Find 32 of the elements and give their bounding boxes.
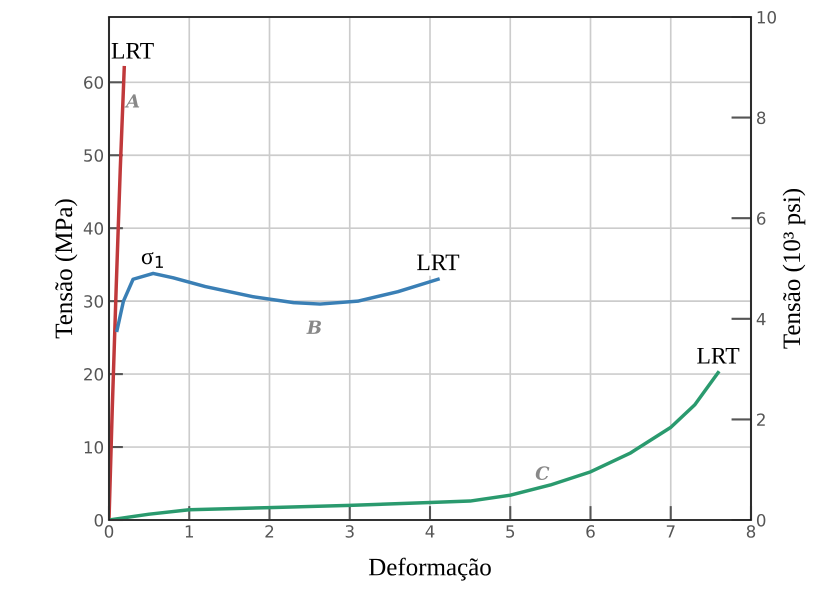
annotation: LRT <box>112 43 154 59</box>
y2-tick-label: 4 <box>756 312 766 326</box>
x-tick-label: 5 <box>506 525 514 538</box>
y-tick-label: 20 <box>84 368 104 381</box>
x-tick-label: 3 <box>346 525 354 538</box>
x-tick-label: 8 <box>746 525 756 538</box>
y-axis-title: Tensão (MPa) <box>54 199 78 338</box>
annotation: B <box>306 320 322 334</box>
x-tick-label: 4 <box>426 525 434 538</box>
annotation: C <box>536 466 550 480</box>
x-tick-label: 2 <box>265 525 274 538</box>
y2-tick-label: 2 <box>757 413 765 426</box>
y-tick-label: 60 <box>84 76 104 89</box>
y-tick-label: 10 <box>84 441 104 454</box>
x-tick-label: 6 <box>586 525 595 538</box>
y2-axis-title: Tensão (10³ psi) <box>782 188 806 349</box>
x-axis-title: Deformação <box>368 558 491 581</box>
y-tick-label: 40 <box>84 222 104 235</box>
y2-tick-label: 10 <box>758 10 776 24</box>
y2-tick-label: 0 <box>756 514 766 527</box>
annotation: LRT <box>417 254 460 270</box>
y2-tick-label: 6 <box>757 212 766 225</box>
y-tick-label: 30 <box>84 295 104 308</box>
x-tick-label: 0 <box>104 525 114 538</box>
x-tick-label: 1 <box>186 525 194 538</box>
annotation: A <box>124 94 140 108</box>
x-tick-label: 7 <box>666 525 675 538</box>
y-tick-label: 50 <box>84 149 104 162</box>
y-tick-label: 0 <box>94 514 104 527</box>
annotation: σ$_{1}$ <box>142 252 163 268</box>
annotation: LRT <box>697 348 740 364</box>
y2-tick-label: 8 <box>756 112 766 124</box>
